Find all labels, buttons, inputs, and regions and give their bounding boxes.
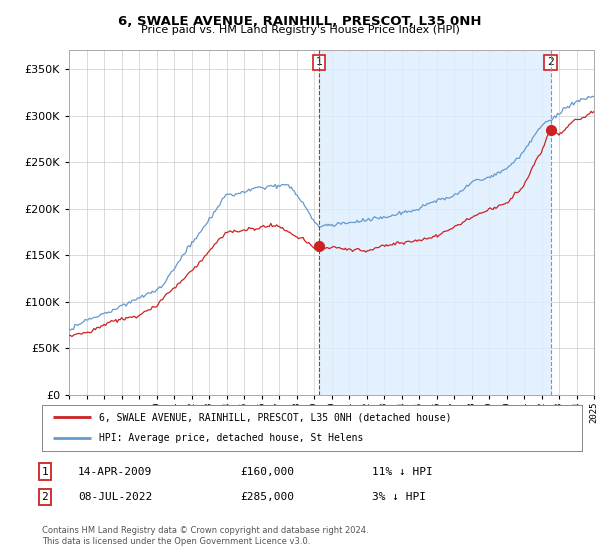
Text: 3% ↓ HPI: 3% ↓ HPI bbox=[372, 492, 426, 502]
Text: £285,000: £285,000 bbox=[240, 492, 294, 502]
Text: 2: 2 bbox=[41, 492, 49, 502]
Text: Price paid vs. HM Land Registry's House Price Index (HPI): Price paid vs. HM Land Registry's House … bbox=[140, 25, 460, 35]
Text: Contains HM Land Registry data © Crown copyright and database right 2024.
This d: Contains HM Land Registry data © Crown c… bbox=[42, 526, 368, 546]
Text: 14-APR-2009: 14-APR-2009 bbox=[78, 466, 152, 477]
Text: 1: 1 bbox=[41, 466, 49, 477]
Text: 2: 2 bbox=[547, 57, 554, 67]
Text: HPI: Average price, detached house, St Helens: HPI: Average price, detached house, St H… bbox=[98, 433, 363, 444]
Text: 08-JUL-2022: 08-JUL-2022 bbox=[78, 492, 152, 502]
Text: 6, SWALE AVENUE, RAINHILL, PRESCOT, L35 0NH: 6, SWALE AVENUE, RAINHILL, PRESCOT, L35 … bbox=[118, 15, 482, 27]
Text: 6, SWALE AVENUE, RAINHILL, PRESCOT, L35 0NH (detached house): 6, SWALE AVENUE, RAINHILL, PRESCOT, L35 … bbox=[98, 412, 451, 422]
Bar bbox=[319, 50, 551, 395]
Text: 1: 1 bbox=[316, 57, 322, 67]
Text: £160,000: £160,000 bbox=[240, 466, 294, 477]
Text: 11% ↓ HPI: 11% ↓ HPI bbox=[372, 466, 433, 477]
